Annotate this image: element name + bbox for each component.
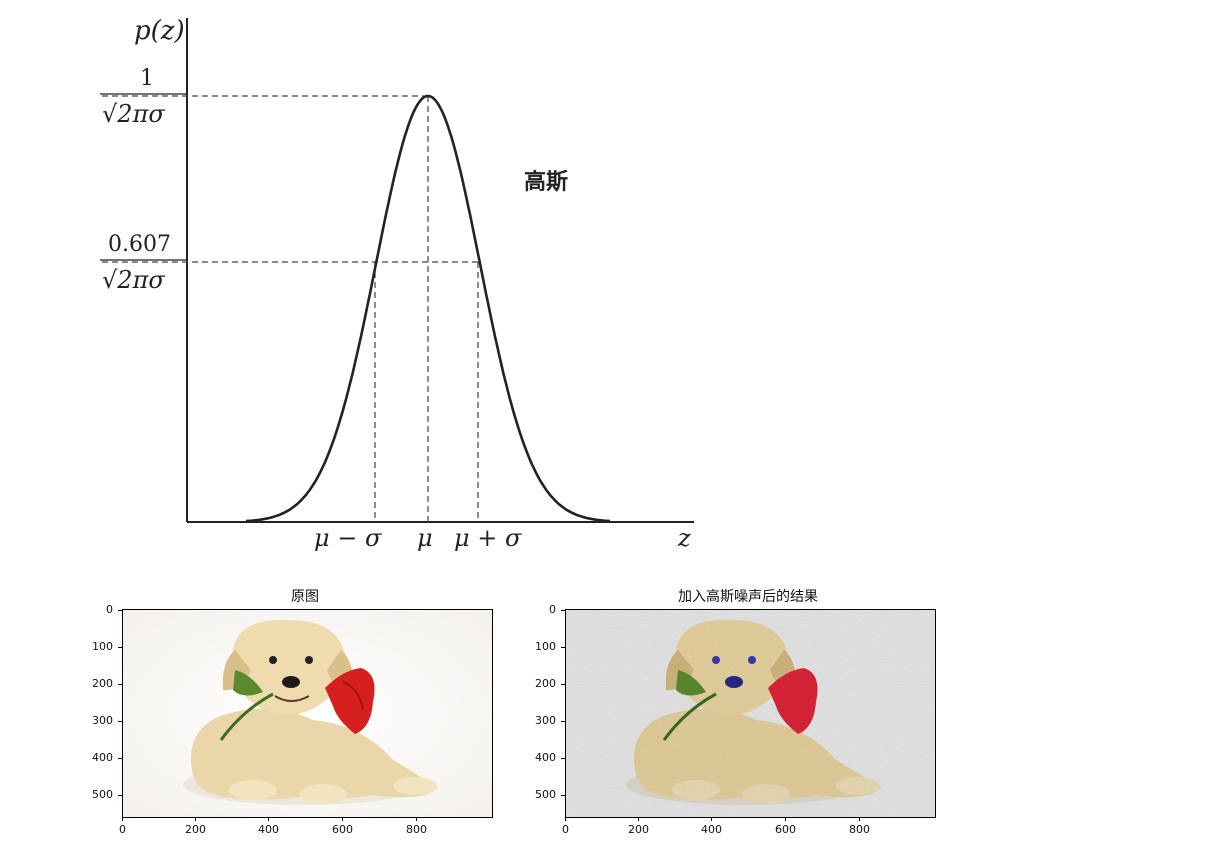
x-tick-label: 600 [332, 823, 353, 836]
y-tick [118, 721, 122, 722]
y-tick-label: 200 [92, 677, 113, 690]
x-tick [195, 817, 196, 821]
x-tick-label: 0 [119, 823, 126, 836]
x-tick-label: 200 [185, 823, 206, 836]
peak-denominator: √2πσ [102, 100, 165, 128]
y-tick-label: 500 [92, 788, 113, 801]
y-tick-label: 400 [535, 751, 556, 764]
noisy-image-title: 加入高斯噪声后的结果 [678, 589, 818, 605]
y-tick [561, 721, 565, 722]
original-image-panel: 原图 [80, 580, 520, 855]
y-tick-label: 500 [535, 788, 556, 801]
y-tick [561, 647, 565, 648]
noisy-dog-with-rose-image [566, 610, 935, 817]
gaussian-curve [245, 94, 611, 523]
sigma-numerator: 0.607 [108, 232, 171, 257]
sigma-denominator: √2πσ [102, 266, 165, 294]
mu-plus-sigma-label: μ + σ [454, 524, 522, 552]
x-tick [638, 817, 639, 821]
x-tick-label: 600 [775, 823, 796, 836]
x-tick [268, 817, 269, 821]
mu-minus-sigma-label: μ − σ [314, 524, 382, 552]
x-tick-label: 400 [258, 823, 279, 836]
y-tick [561, 684, 565, 685]
x-tick [342, 817, 343, 821]
x-tick-label: 200 [628, 823, 649, 836]
x-tick [416, 817, 417, 821]
y-tick [118, 795, 122, 796]
x-tick [565, 817, 566, 821]
y-tick-label: 0 [106, 603, 113, 616]
noisy-image-panel: 加入高斯噪声后的结果 [523, 580, 963, 855]
original-image-title: 原图 [291, 589, 319, 605]
noisy-image-area [565, 609, 936, 818]
y-tick-label: 0 [549, 603, 556, 616]
mu-label: μ [417, 524, 433, 552]
y-tick-label: 100 [92, 640, 113, 653]
z-axis-label: z [678, 524, 691, 552]
dog-with-rose-image [123, 610, 492, 817]
y-tick-label: 100 [535, 640, 556, 653]
y-tick-label: 200 [535, 677, 556, 690]
peak-numerator: 1 [140, 66, 154, 91]
y-tick [561, 610, 565, 611]
y-tick-label: 300 [535, 714, 556, 727]
x-tick [122, 817, 123, 821]
y-tick [118, 610, 122, 611]
y-tick [118, 684, 122, 685]
y-tick [118, 758, 122, 759]
x-tick-label: 800 [849, 823, 870, 836]
x-tick-label: 0 [562, 823, 569, 836]
x-tick-label: 400 [701, 823, 722, 836]
original-image-area [122, 609, 493, 818]
x-tick [785, 817, 786, 821]
y-tick-label: 300 [92, 714, 113, 727]
gaussian-plot [100, 18, 694, 523]
gaussian-annotation: 高斯 [524, 170, 569, 195]
y-tick [561, 758, 565, 759]
x-tick [859, 817, 860, 821]
y-tick [118, 647, 122, 648]
gaussian-figure: p(z) 1 √2πσ 0.607 √2πσ 高斯 μ − σ μ μ + σ … [90, 8, 730, 568]
p-of-z-label: p(z) [134, 16, 185, 46]
y-tick-label: 400 [92, 751, 113, 764]
x-tick-label: 800 [406, 823, 427, 836]
y-tick [561, 795, 565, 796]
x-tick [711, 817, 712, 821]
